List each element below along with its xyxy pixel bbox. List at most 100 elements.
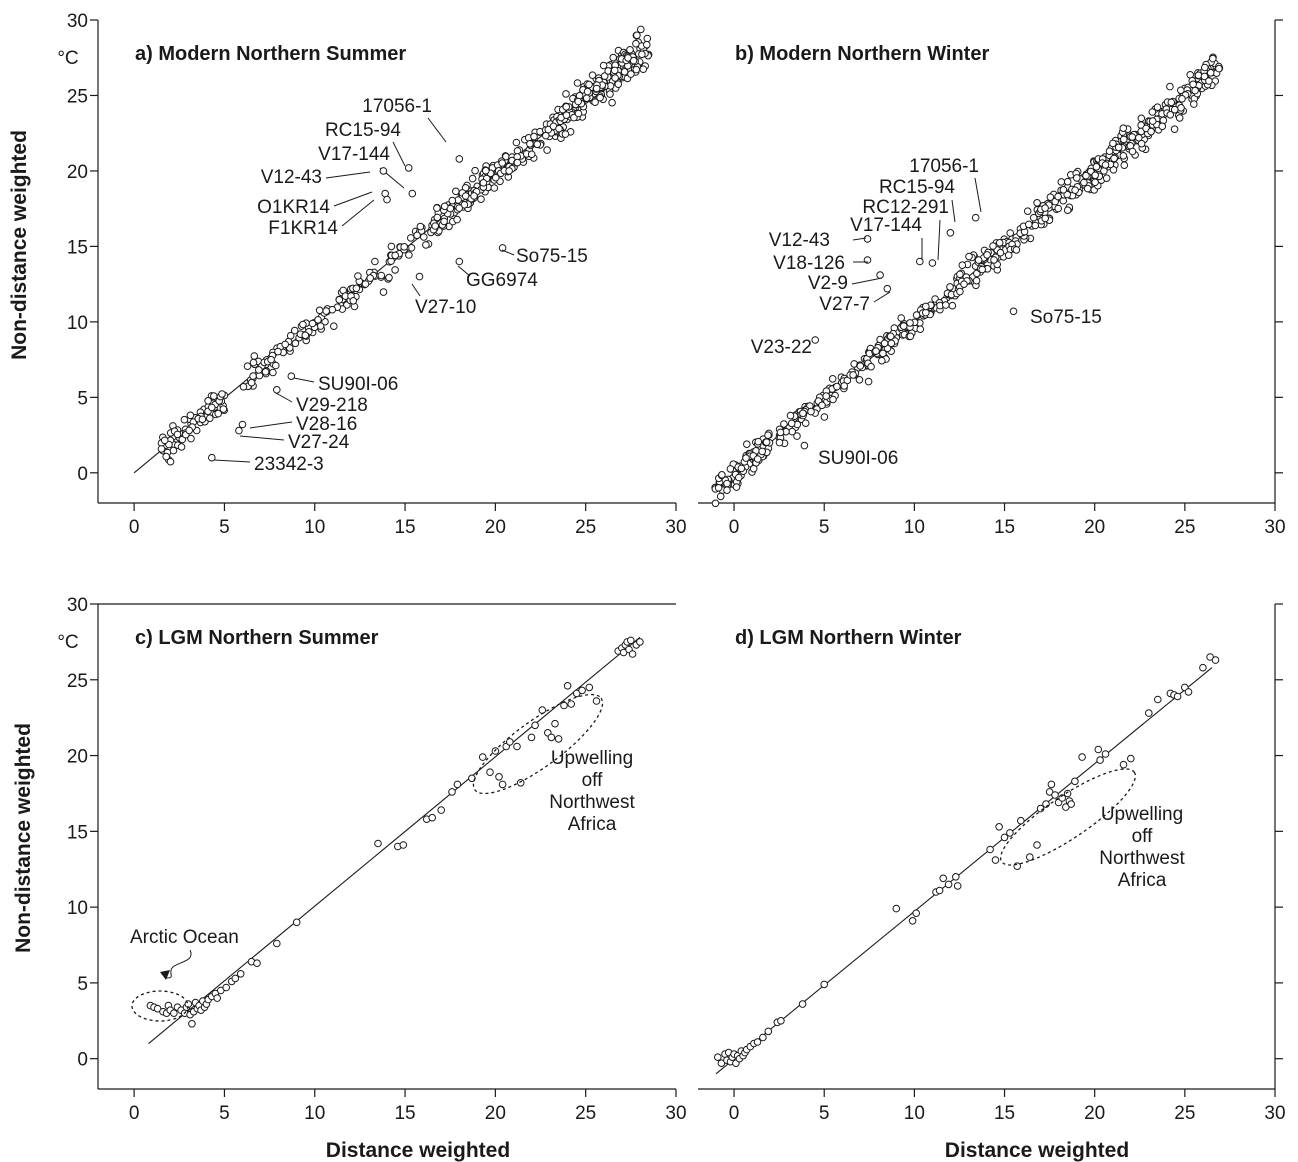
x-tick-label: 30	[665, 1103, 686, 1124]
x-tick-label: 10	[904, 517, 925, 538]
outlier-point	[383, 195, 391, 204]
data-point	[1073, 174, 1081, 182]
data-point	[166, 457, 175, 466]
outlier-point	[800, 441, 809, 450]
data-point	[764, 1027, 773, 1036]
x-tick-label: 25	[1174, 1103, 1195, 1124]
outlier-label: F1KR14	[268, 218, 338, 239]
y-tick-label: 15	[67, 237, 88, 258]
data-point	[562, 103, 571, 111]
data-point	[989, 242, 997, 250]
data-point	[1042, 800, 1050, 808]
data-point	[956, 270, 964, 279]
data-point	[582, 94, 591, 102]
data-point	[995, 823, 1003, 831]
outlier-point	[928, 259, 937, 267]
outlier-point	[455, 155, 464, 163]
panel-title: c) LGM Northern Summer	[135, 627, 379, 649]
data-point	[1041, 214, 1049, 223]
data-point	[916, 325, 925, 334]
data-point	[723, 479, 731, 488]
data-point	[887, 339, 896, 348]
data-point	[996, 248, 1005, 257]
upwelling-label-line: Upwelling	[551, 748, 633, 769]
data-point	[714, 1053, 722, 1061]
data-point	[219, 405, 228, 413]
data-point	[1206, 69, 1215, 77]
data-point	[431, 222, 440, 230]
data-point	[542, 131, 550, 140]
data-point	[169, 446, 178, 455]
x-tick-label: 10	[304, 1103, 325, 1124]
data-point	[453, 780, 462, 789]
outlier-label: SU90I-06	[318, 374, 398, 395]
data-point	[716, 492, 725, 501]
y-tick-label: 0	[77, 464, 88, 485]
x-tick-label: 5	[819, 517, 830, 538]
data-point	[1189, 80, 1197, 89]
data-point	[405, 251, 413, 259]
x-tick-label: 30	[1264, 517, 1285, 538]
data-point	[1211, 656, 1220, 664]
data-point	[758, 447, 767, 456]
outlier-leader	[974, 177, 982, 213]
data-point	[743, 440, 751, 449]
y-tick-label: 10	[67, 313, 88, 334]
upwelling-ellipse	[472, 693, 604, 795]
data-point	[547, 733, 556, 742]
data-point	[308, 319, 317, 328]
outlier-label: V29-218	[296, 395, 368, 416]
x-tick-label: 5	[819, 1103, 830, 1124]
data-point	[563, 682, 572, 690]
data-point	[290, 326, 299, 335]
x-tick-label: 10	[904, 1103, 925, 1124]
data-point	[247, 378, 256, 387]
data-point	[1199, 663, 1207, 672]
data-point	[486, 768, 494, 777]
data-point	[978, 265, 987, 274]
data-point	[527, 150, 536, 159]
outlier-label: So75-15	[1030, 307, 1102, 328]
data-point	[643, 40, 651, 49]
data-point	[316, 322, 325, 330]
data-point	[377, 271, 386, 280]
x-tick-label: 15	[394, 517, 415, 538]
outlier-label: V27-10	[415, 297, 476, 318]
data-point	[1051, 791, 1059, 799]
outlier-point	[498, 244, 507, 252]
data-point	[213, 994, 221, 1002]
data-point	[1057, 178, 1066, 186]
data-point	[762, 438, 771, 447]
outlier-label: SU90I-06	[818, 448, 898, 469]
outlier-leader	[275, 392, 293, 403]
outlier-label: 17056-1	[909, 156, 979, 177]
data-point	[1175, 114, 1184, 122]
data-point	[742, 454, 750, 462]
data-point	[585, 683, 594, 692]
panel-c: 0 5 10 15 20 25 30 0 5 10 15 20 25 30 °C c) LGM Norther…	[57, 595, 686, 1124]
data-point	[786, 411, 795, 420]
data-point	[574, 97, 583, 106]
data-point	[1119, 760, 1128, 769]
data-point	[946, 283, 954, 291]
data-point	[944, 880, 953, 889]
data-point	[1173, 692, 1182, 701]
data-point	[526, 140, 534, 148]
data-point	[506, 738, 514, 746]
data-point	[413, 231, 421, 240]
data-point	[585, 80, 593, 89]
data-point	[948, 301, 957, 310]
data-point	[543, 146, 551, 154]
data-point	[867, 362, 875, 371]
data-point	[829, 395, 837, 404]
data-point	[833, 382, 841, 391]
data-point	[711, 499, 720, 508]
data-point	[723, 486, 731, 495]
data-point	[856, 362, 865, 370]
data-point	[1148, 117, 1157, 125]
outlier-label: V27-24	[288, 432, 350, 453]
data-point	[639, 65, 648, 73]
data-point	[1071, 777, 1079, 786]
data-point	[400, 243, 409, 251]
data-point	[574, 109, 583, 118]
